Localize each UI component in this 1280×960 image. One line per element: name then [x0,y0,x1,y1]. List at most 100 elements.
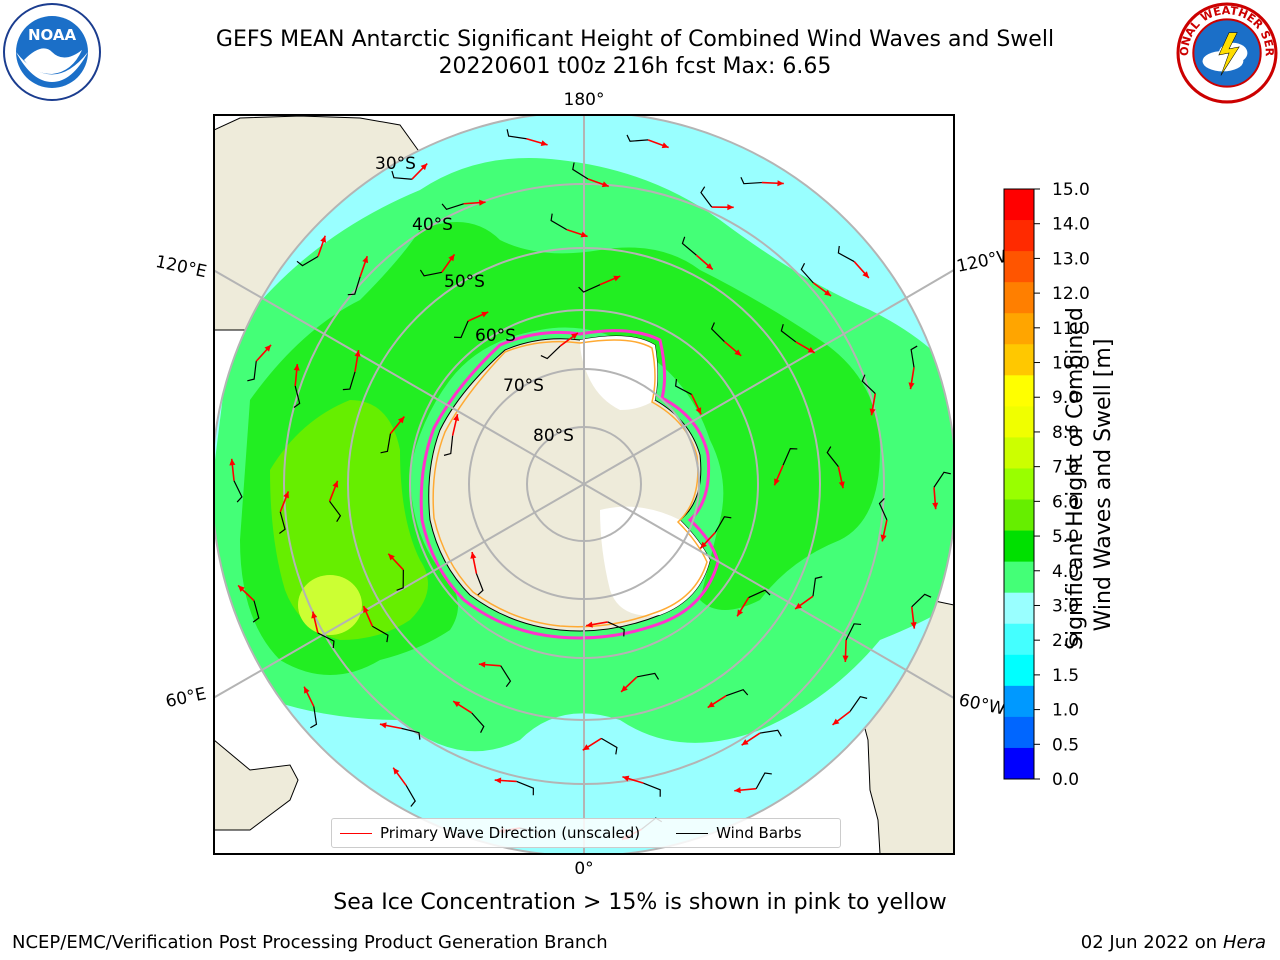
map-panel: 30°S 40°S 50°S 60°S 70°S 80°S [214,115,954,854]
map-legend: Primary Wave Direction (unscaled) Wind B… [331,818,841,848]
wind-barb [380,433,392,454]
wave-arrow-head [586,621,593,628]
colorbar-tick-label: 6.0 [1052,492,1079,512]
wave-arrow-head [908,382,915,390]
sea-ice-edge-orange [432,339,708,628]
lat-label-40s: 40°S [412,215,453,235]
lat-label-80s: 80°S [533,426,574,446]
wave-arrow-head [795,602,803,610]
colorbar-tick-label: 10.0 [1052,354,1090,374]
map-frame [213,114,955,855]
wave-arrow-head [580,231,588,238]
wave-arrow-head [229,458,236,466]
wind-barb [740,177,762,185]
wind-barb [310,706,318,729]
wave-arrow-head [695,407,702,415]
wave-arrow-head [362,256,369,264]
wave-arrow-head [737,609,744,617]
wind-barb [396,569,404,591]
colorbar-segment [1004,716,1034,749]
wind-barb [782,448,798,466]
colorbar-tick-label: 4.0 [1052,562,1079,582]
wind-barb [607,621,625,637]
colorbar-tick-label: 0.0 [1052,770,1079,790]
wave-arrow-head [453,701,461,708]
wind-barb [601,737,618,755]
wave-arrow-head [453,414,460,422]
wind-barb [710,322,725,343]
wave-arrow-head [621,685,628,692]
ross-ice [600,506,710,616]
wave-arrow-head [727,204,734,211]
colorbar-segment [1004,344,1034,376]
lat-label-50s: 50°S [444,272,485,292]
wave-arrow-head [354,350,361,357]
wave-arrow-head [393,767,400,775]
colorbar-segment [1004,499,1034,532]
wave-arrow-head [238,585,245,592]
colorbar-tick-label: 3.0 [1052,596,1079,616]
colorbar-title-line2: Wind Waves and Swell [m] [1091,338,1116,632]
wind-barb [293,385,301,408]
wind-barb [643,782,661,797]
legend-wave-label: Primary Wave Direction (unscaled) [380,824,641,842]
wave-arrow-head [320,235,327,243]
wave-arrow-head [293,364,300,371]
wind-barb [726,689,749,697]
wind-barb [453,320,469,339]
footer-date: 02 Jun 2022 on Hera [1081,932,1266,953]
lat-label-70s: 70°S [503,376,544,396]
colorbar-segment [1004,592,1034,625]
wind-barb [861,374,876,395]
wave-arrow-head [932,502,939,510]
wave-arrow-head [613,275,621,282]
wind-barb [755,772,772,790]
legend-black-line [676,832,709,834]
wave-arrow-head [582,744,590,751]
colorbar-tick-label: 0.5 [1052,735,1079,755]
wave-arrow-head [311,611,318,619]
wind-barb [849,696,868,712]
colorbar-segment [1004,623,1034,656]
wave-arrow-head [571,333,578,340]
wind-barb [475,573,484,596]
chart-title: GEFS MEAN Antarctic Significant Height o… [215,27,1055,52]
wave-peak [298,575,362,635]
wind-barb [800,262,814,284]
legend-item-wave: Primary Wave Direction (unscaled) [332,824,640,842]
colorbar-tick-label: 13.0 [1052,249,1090,269]
colorbar-tick-label: 12.0 [1052,284,1090,304]
wind-barb [812,576,823,597]
wind-barb [506,129,527,140]
wave-band-5m [270,400,428,640]
colorbar-segment [1004,654,1034,687]
wave-arrow-head [448,254,455,262]
wind-barb [578,284,601,293]
wind-barb [279,511,286,534]
wind-barb [681,236,697,256]
wind-barb [550,213,567,231]
wave-arrow-head [478,661,486,668]
wave-arrow-head [388,553,395,561]
noaa-logo-text: NOAA [28,26,77,44]
lon-label-120e: 120°E [154,252,209,282]
wind-barb [910,345,918,368]
wind-barb [845,623,862,641]
wind-barb [637,672,660,680]
wave-arrow-head [332,480,339,488]
wave-arrow-head [420,163,428,171]
colorbar-segment [1004,189,1034,221]
lon-label-180: 180° [564,90,605,110]
lon-label-0: 0° [574,859,593,879]
wind-barb [247,361,257,382]
wave-arrow-head [481,311,489,318]
wave-arrow-head [862,271,869,278]
footer-host: Hera [1222,932,1266,953]
colorbar-tick-label: 9.0 [1052,388,1079,408]
colorbar-segment [1004,251,1034,283]
colorbar-segment [1004,406,1034,438]
wave-arrow-head [842,655,849,662]
sea-ice-edge [419,329,720,640]
wind-barb [675,379,692,395]
wind-barb [441,203,464,211]
